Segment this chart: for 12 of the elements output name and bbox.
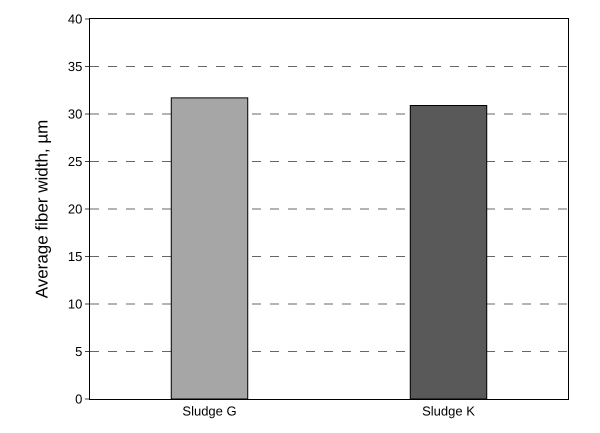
y-tick-label: 35: [68, 59, 82, 74]
y-axis-title: Average fiber width, µm: [32, 120, 52, 298]
x-tick-label: Sludge K: [422, 404, 476, 419]
y-tick-label: 30: [68, 106, 82, 122]
y-tick-label: 40: [68, 12, 82, 27]
y-tick-label: 15: [68, 249, 82, 264]
y-tick-label: 5: [75, 344, 82, 360]
y-tick-label: 25: [68, 154, 82, 170]
y-tick-label: 10: [68, 296, 82, 312]
y-tick-label: 0: [75, 392, 82, 407]
x-tick-label: Sludge G: [182, 404, 237, 419]
y-tick-label: 20: [68, 202, 82, 217]
